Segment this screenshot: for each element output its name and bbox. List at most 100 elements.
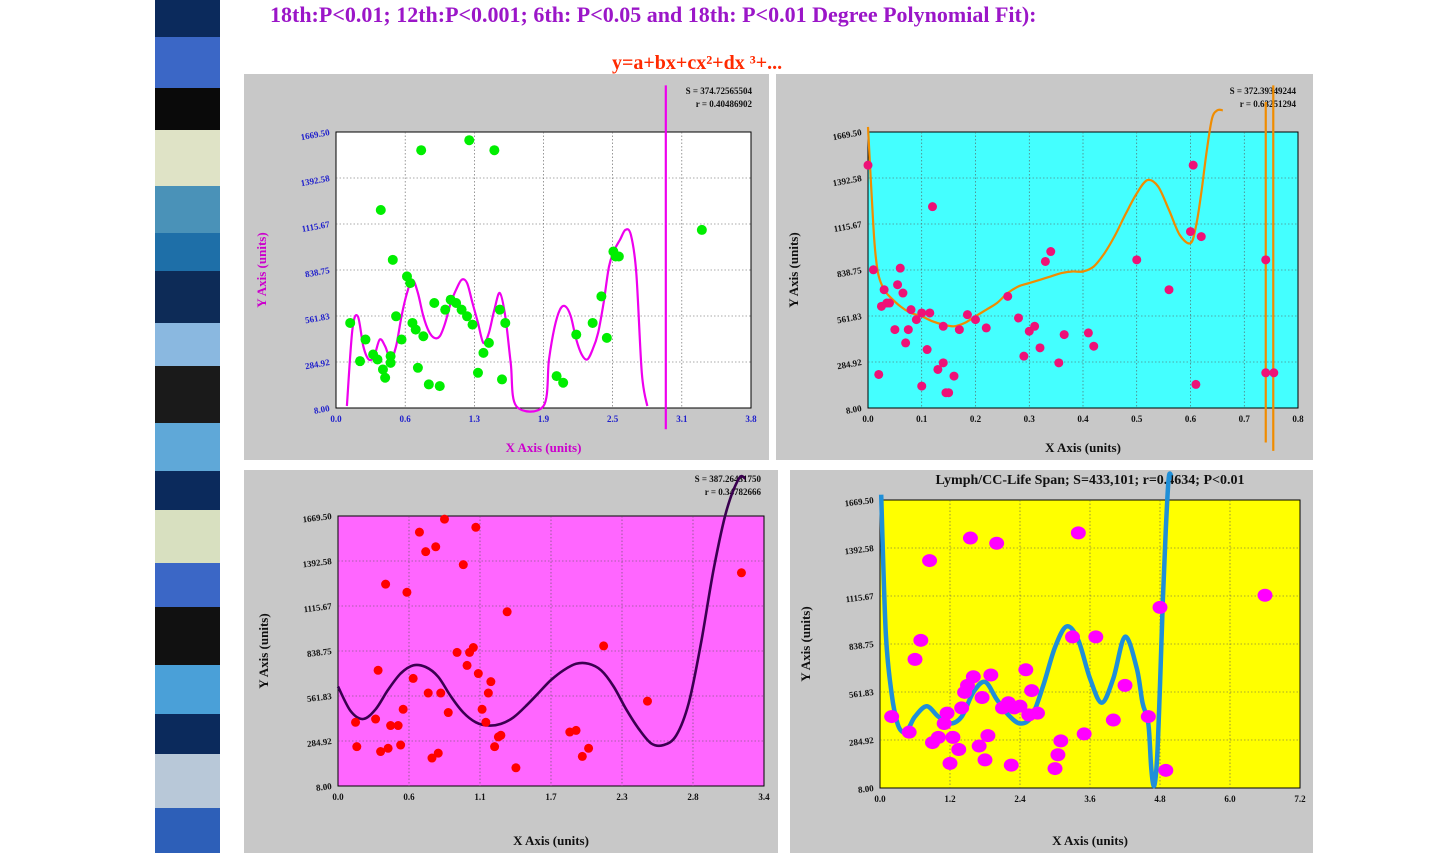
data-point <box>436 688 446 698</box>
stripe-segment <box>155 323 220 366</box>
data-point <box>393 721 403 731</box>
data-point <box>989 536 1005 550</box>
data-point <box>386 721 396 731</box>
data-point <box>599 641 609 651</box>
data-point <box>433 748 443 758</box>
data-point <box>1164 285 1174 295</box>
data-point <box>928 202 937 212</box>
data-point <box>471 522 481 532</box>
y-tick-label: 8.00 <box>313 403 331 416</box>
data-point <box>440 304 451 315</box>
data-point <box>408 673 418 683</box>
y-tick-label: 1115.67 <box>845 591 875 604</box>
x-tick-label: 0.6 <box>403 792 415 802</box>
stripe-segment <box>155 471 220 510</box>
data-point <box>949 371 959 381</box>
data-point <box>456 304 467 315</box>
y-axis-label: Y Axis (units) <box>798 606 813 681</box>
data-point <box>1191 379 1201 389</box>
y-tick-label: 561.83 <box>304 311 331 325</box>
data-point <box>558 377 569 388</box>
x-tick-label: 0.8 <box>1292 414 1304 424</box>
x-tick-label: 1.7 <box>545 792 557 802</box>
x-tick-label: 1.2 <box>944 794 956 804</box>
data-point <box>917 308 927 318</box>
data-point <box>613 251 624 262</box>
data-point <box>497 374 507 385</box>
data-point <box>1030 321 1040 331</box>
chart-panel-bottom-left: 0.0 0.6 1.1 1.7 2.3 2.8 3.4 8.00 284.92 561.83 838… <box>244 470 778 853</box>
y-tick-label: 838.75 <box>836 265 863 279</box>
data-point <box>911 315 921 325</box>
data-point <box>381 579 391 589</box>
x-tick-label: 3.6 <box>1084 794 1096 804</box>
data-point <box>944 388 954 398</box>
data-point <box>1003 291 1013 301</box>
x-tick-label: 0.6 <box>1185 414 1197 424</box>
data-point <box>443 708 453 718</box>
data-point <box>1014 313 1023 323</box>
data-point <box>962 310 972 320</box>
x-tick-label: 0.1 <box>916 414 928 424</box>
data-point <box>1054 358 1064 368</box>
data-point <box>396 334 407 345</box>
stripe-segment <box>155 88 220 130</box>
chart-panel-top-left: 0.0 0.6 1.3 1.9 2.5 3.1 3.8 8.00 284.92 561.83 838… <box>244 74 769 460</box>
x-tick-label: 3.1 <box>676 414 688 424</box>
stats-text: S = 374.72565504 <box>686 86 753 96</box>
chart-svg: 0.0 0.6 1.1 1.7 2.3 2.8 3.4 8.00 284.92 561.83 838… <box>256 474 770 848</box>
data-point <box>1035 343 1045 353</box>
data-point <box>945 730 961 744</box>
data-point <box>496 730 506 740</box>
data-point <box>1257 588 1273 602</box>
data-point <box>511 763 521 773</box>
data-point <box>458 560 468 570</box>
stats-text: r = 0.40486902 <box>696 99 753 109</box>
data-point <box>874 369 884 379</box>
fit-curve <box>336 474 746 748</box>
data-point <box>1261 255 1271 265</box>
data-point <box>371 714 381 724</box>
data-point <box>1158 763 1174 777</box>
data-point <box>421 547 431 557</box>
data-point <box>938 321 948 331</box>
x-tick-label: 0.5 <box>1131 414 1143 424</box>
data-point <box>410 324 421 335</box>
data-point <box>901 725 917 739</box>
data-point <box>906 305 916 315</box>
data-point <box>977 753 993 767</box>
fit-curve <box>866 108 1223 328</box>
stripe-segment <box>155 0 220 37</box>
y-tick-label: 561.83 <box>848 687 874 700</box>
stripe-segment <box>155 130 220 186</box>
chart-panel-top-right: 0.0 0.1 0.2 0.3 0.4 0.5 0.6 0.7 0.8 8.00 284.92 561… <box>776 74 1313 460</box>
data-point <box>416 145 427 156</box>
stats-text: S = 372.39349244 <box>1230 86 1297 96</box>
data-point <box>1140 710 1156 724</box>
y-tick-label: 1669.50 <box>302 511 333 524</box>
data-point <box>879 285 889 295</box>
data-point <box>1152 600 1168 614</box>
data-point <box>917 381 927 391</box>
data-point <box>372 354 383 365</box>
data-point <box>971 315 980 325</box>
data-point <box>962 531 978 545</box>
data-point <box>1269 368 1279 378</box>
stripe-segment <box>155 714 220 754</box>
data-point <box>1012 699 1028 713</box>
data-point <box>930 730 946 744</box>
data-point <box>1059 330 1069 340</box>
decorative-stripe-bar <box>155 0 220 853</box>
data-point <box>925 308 935 318</box>
data-point <box>1188 160 1198 170</box>
data-point <box>696 224 707 235</box>
data-point <box>1076 727 1092 741</box>
data-point <box>427 753 437 763</box>
x-axis-label: X Axis (units) <box>506 440 582 455</box>
stats-text: r = 0.63251294 <box>1240 99 1297 109</box>
data-point <box>467 319 478 330</box>
fit-curve <box>878 471 1174 789</box>
y-tick-label: 8.00 <box>845 403 863 416</box>
y-tick-label: 1392.58 <box>832 173 863 188</box>
data-point <box>429 298 440 309</box>
